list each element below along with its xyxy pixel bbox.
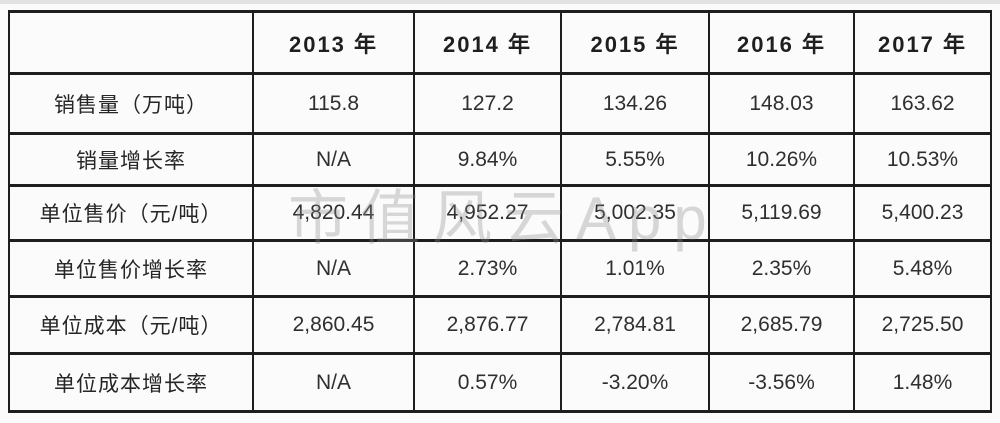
cell-unit-price-growth-2013: N/A	[252, 239, 415, 298]
row-label-sales-volume: 销售量（万吨）	[8, 72, 254, 135]
cell-unit-price-2014: 4,952.27	[413, 184, 562, 242]
cell-unit-price-growth-2014: 2.73%	[413, 239, 562, 298]
cell-unit-cost-2014: 2,876.77	[413, 295, 562, 355]
row-label-unit-cost: 单位成本（元/吨）	[8, 295, 254, 355]
cell-sales-growth-2014: 9.84%	[413, 132, 562, 187]
cell-sales-growth-2013: N/A	[252, 132, 415, 187]
cell-unit-cost-growth-2017: 1.48%	[853, 352, 992, 413]
cell-unit-cost-2017: 2,725.50	[853, 295, 992, 355]
table-row-sales-growth: 销量增长率 N/A 9.84% 5.55% 10.26% 10.53%	[8, 132, 992, 187]
cell-unit-cost-growth-2016: -3.56%	[708, 352, 855, 413]
column-header-2016: 2016 年	[708, 10, 855, 75]
table-row-unit-price: 单位售价（元/吨） 4,820.44 4,952.27 5,002.35 5,1…	[8, 184, 992, 242]
cell-unit-price-growth-2016: 2.35%	[708, 239, 855, 298]
cell-unit-price-growth-2017: 5.48%	[853, 239, 992, 298]
cell-sales-volume-2016: 148.03	[708, 72, 855, 135]
cell-unit-cost-2013: 2,860.45	[252, 295, 415, 355]
cell-sales-growth-2015: 5.55%	[560, 132, 710, 187]
table-row-sales-volume: 销售量（万吨） 115.8 127.2 134.26 148.03 163.62	[8, 72, 992, 135]
cell-sales-growth-2017: 10.53%	[853, 132, 992, 187]
table-row-unit-cost-growth: 单位成本增长率 N/A 0.57% -3.20% -3.56% 1.48%	[8, 352, 992, 413]
cell-sales-volume-2015: 134.26	[560, 72, 710, 135]
row-label-sales-growth: 销量增长率	[8, 132, 254, 187]
cell-unit-cost-2016: 2,685.79	[708, 295, 855, 355]
financial-data-table: 2013 年 2014 年 2015 年 2016 年 2017 年 销售量（万…	[8, 10, 992, 413]
cell-unit-price-2013: 4,820.44	[252, 184, 415, 242]
cell-unit-price-growth-2015: 1.01%	[560, 239, 710, 298]
row-label-unit-price-growth: 单位售价增长率	[8, 239, 254, 298]
column-header-2013: 2013 年	[252, 10, 415, 75]
header-row: 2013 年 2014 年 2015 年 2016 年 2017 年	[8, 10, 992, 75]
top-divider-line	[0, 0, 1000, 4]
cell-unit-cost-growth-2014: 0.57%	[413, 352, 562, 413]
column-header-2015: 2015 年	[560, 10, 710, 75]
table-row-unit-price-growth: 单位售价增长率 N/A 2.73% 1.01% 2.35% 5.48%	[8, 239, 992, 298]
cell-unit-price-2017: 5,400.23	[853, 184, 992, 242]
row-label-unit-cost-growth: 单位成本增长率	[8, 352, 254, 413]
cell-unit-cost-growth-2013: N/A	[252, 352, 415, 413]
cell-unit-price-2016: 5,119.69	[708, 184, 855, 242]
column-header-2014: 2014 年	[413, 10, 562, 75]
cell-sales-volume-2017: 163.62	[853, 72, 992, 135]
table-row-unit-cost: 单位成本（元/吨） 2,860.45 2,876.77 2,784.81 2,6…	[8, 295, 992, 355]
cell-unit-price-2015: 5,002.35	[560, 184, 710, 242]
corner-blank-cell	[8, 10, 254, 75]
row-label-unit-price: 单位售价（元/吨）	[8, 184, 254, 242]
cell-sales-growth-2016: 10.26%	[708, 132, 855, 187]
column-header-2017: 2017 年	[853, 10, 992, 75]
cell-sales-volume-2013: 115.8	[252, 72, 415, 135]
cell-sales-volume-2014: 127.2	[413, 72, 562, 135]
cell-unit-cost-growth-2015: -3.20%	[560, 352, 710, 413]
cell-unit-cost-2015: 2,784.81	[560, 295, 710, 355]
